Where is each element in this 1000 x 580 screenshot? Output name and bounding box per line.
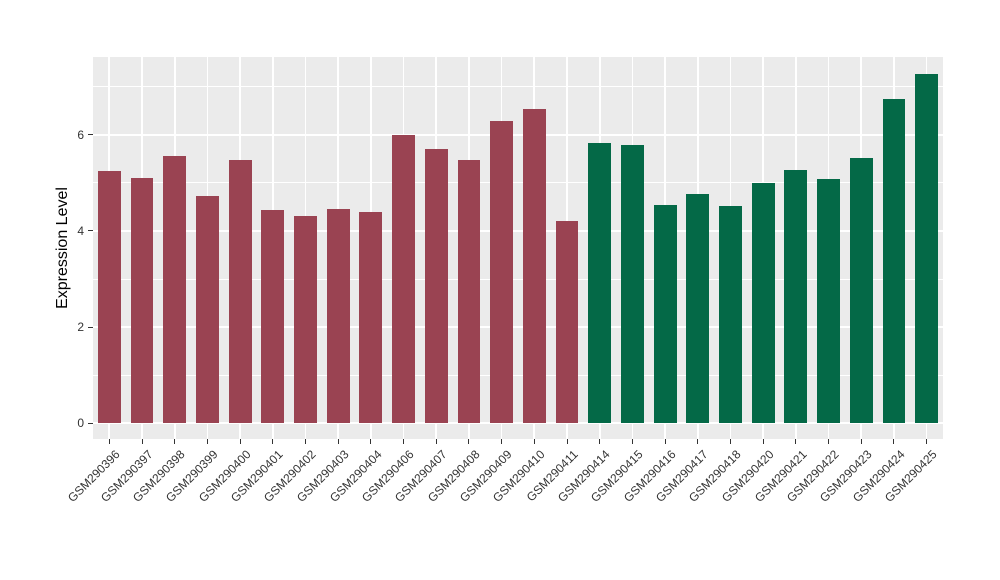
bar-GSM290418: [719, 206, 742, 424]
bar-GSM290397: [130, 178, 154, 424]
x-tick-mark: [272, 439, 274, 444]
bar-GSM290399: [195, 196, 219, 424]
gridline-major: [93, 326, 943, 328]
bar-GSM290409: [490, 121, 514, 424]
bar-GSM290416: [653, 205, 677, 424]
bar-GSM290411: [555, 220, 579, 424]
x-tick-mark: [697, 439, 699, 444]
x-tick-mark: [501, 439, 503, 444]
x-tick-mark: [762, 439, 764, 444]
bar-GSM290406: [392, 134, 415, 424]
x-tick-mark: [206, 439, 208, 444]
bar-GSM290425: [915, 73, 939, 424]
bar-GSM290398: [163, 156, 187, 424]
y-tick-mark: [88, 134, 93, 136]
x-tick-mark: [141, 439, 143, 444]
x-tick-mark: [435, 439, 437, 444]
x-tick-mark: [566, 439, 568, 444]
y-tick-mark: [88, 230, 93, 232]
y-tick-label: 6: [77, 127, 84, 142]
x-tick-mark: [305, 439, 306, 444]
y-axis-title: Expression Level: [54, 187, 71, 309]
y-tick-mark: [88, 422, 93, 424]
x-tick-mark: [599, 439, 601, 444]
y-tick-label: 0: [77, 416, 84, 431]
bar-GSM290421: [784, 169, 808, 424]
x-tick-mark: [174, 439, 176, 444]
x-tick-mark: [795, 439, 797, 444]
gridline-minor: [93, 374, 943, 376]
gridline-minor: [93, 278, 943, 280]
bar-GSM290396: [97, 170, 121, 424]
bar-GSM290424: [882, 99, 906, 424]
x-tick-mark: [730, 439, 731, 444]
gridline-minor: [93, 86, 943, 88]
bar-GSM290402: [294, 215, 317, 424]
x-tick-mark: [337, 439, 339, 444]
bar-GSM290410: [522, 109, 546, 424]
gridline-minor: [93, 182, 943, 184]
x-tick-mark: [828, 439, 830, 444]
x-tick-mark: [860, 439, 862, 444]
bar-GSM290415: [620, 144, 644, 424]
bar-GSM290414: [588, 143, 612, 424]
y-tick-label: 4: [77, 223, 84, 238]
bar-GSM290407: [424, 149, 448, 424]
bar-GSM290403: [326, 209, 350, 424]
x-tick-mark: [239, 439, 241, 444]
bar-GSM290408: [457, 159, 481, 424]
x-tick-mark: [403, 439, 405, 444]
x-tick-mark: [533, 439, 535, 444]
x-tick-mark: [631, 439, 633, 444]
bar-GSM290417: [686, 194, 710, 424]
bar-GSM290420: [751, 182, 775, 424]
y-tick-label: 2: [77, 320, 84, 335]
plot-panel: [93, 57, 943, 439]
x-tick-mark: [108, 439, 110, 444]
gridline-major: [93, 422, 943, 424]
bar-GSM290404: [359, 212, 383, 424]
bar-GSM290423: [849, 157, 873, 424]
bar-GSM290422: [817, 179, 840, 424]
x-tick-mark: [468, 439, 470, 444]
bar-GSM290401: [261, 210, 285, 424]
x-tick-mark: [893, 439, 895, 444]
gridline-major: [93, 133, 943, 136]
y-tick-mark: [88, 326, 93, 328]
x-tick-mark: [370, 439, 372, 444]
bar-GSM290400: [228, 159, 252, 424]
x-tick-mark: [664, 439, 666, 444]
x-tick-mark: [926, 439, 928, 444]
gridline-major: [93, 230, 943, 232]
